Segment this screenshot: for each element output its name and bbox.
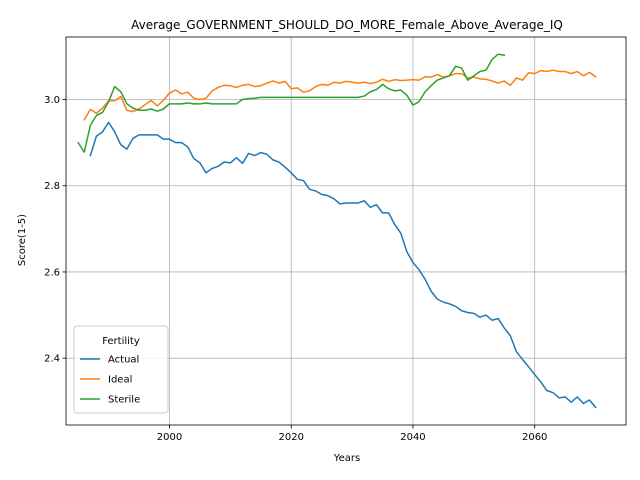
series-line-sterile — [77, 53, 506, 153]
series-line-actual — [89, 121, 597, 409]
x-tick-label: 2040 — [400, 432, 425, 443]
x-tick-label: 2000 — [157, 432, 182, 443]
legend-label-ideal: Ideal — [108, 375, 132, 386]
x-axis-label: Years — [333, 453, 360, 464]
x-tick-label: 2060 — [522, 432, 547, 443]
x-tick-label: 2020 — [278, 432, 303, 443]
y-tick-label: 2.4 — [44, 354, 60, 365]
series-lines — [77, 53, 597, 409]
series-line-ideal — [83, 69, 597, 121]
legend-label-sterile: Sterile — [108, 395, 140, 406]
y-tick-label: 2.6 — [44, 267, 60, 278]
plot-frame — [65, 36, 627, 426]
legend: Fertility Actual Ideal Sterile — [73, 325, 169, 414]
axis-ticks: 2000 2020 2040 2060 2.4 2.6 2.8 3.0 — [44, 95, 547, 443]
legend-box — [73, 325, 169, 414]
y-tick-label: 2.8 — [44, 181, 60, 192]
legend-label-actual: Actual — [108, 355, 139, 366]
y-tick-label: 3.0 — [44, 95, 60, 106]
grid — [66, 37, 626, 425]
y-axis-label: Score(1-5) — [17, 214, 28, 266]
legend-title: Fertility — [102, 336, 140, 347]
chart-title: Average_GOVERNMENT_SHOULD_DO_MORE_Female… — [131, 18, 563, 32]
